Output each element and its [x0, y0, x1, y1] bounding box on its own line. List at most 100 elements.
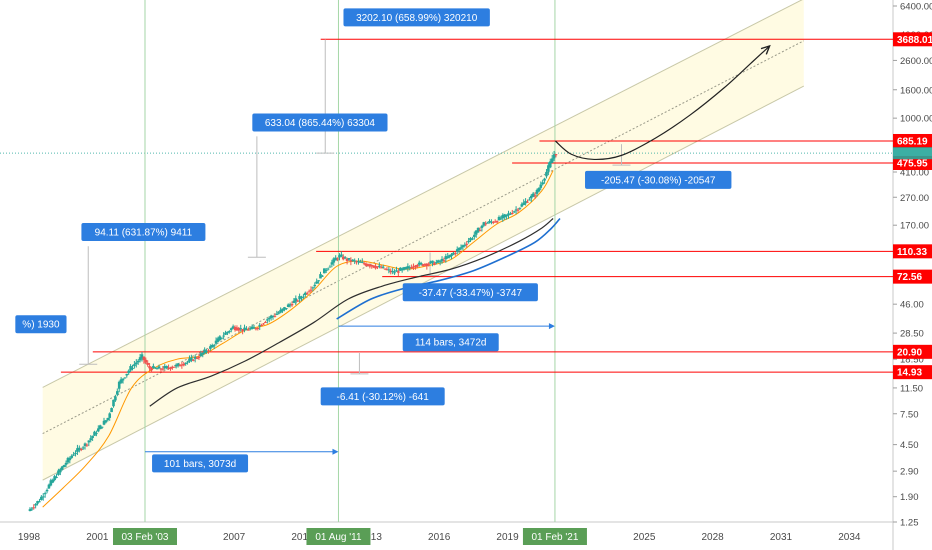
measure-label: -6.41 (-30.12%) -641 [337, 392, 430, 403]
candle-body [497, 216, 501, 221]
candle-body [134, 362, 138, 365]
candle-body [41, 496, 45, 498]
candle-body [528, 199, 531, 201]
candle-body [292, 300, 296, 303]
candle-body [64, 462, 68, 465]
candle-body [427, 263, 431, 265]
candle-body [484, 223, 488, 225]
candle-body [520, 204, 524, 207]
candle-body [142, 356, 146, 361]
candle-body [193, 356, 197, 359]
candle-body [87, 440, 91, 443]
candle-body [507, 213, 510, 216]
candle-body [298, 296, 301, 300]
candle-body [228, 331, 231, 333]
candle-body [463, 244, 467, 246]
candle-body [216, 338, 220, 342]
y-tick-label: 1000.00 [900, 114, 932, 125]
candle-body [326, 268, 330, 270]
candle-body [381, 266, 385, 268]
candle-body [406, 266, 410, 269]
candle-body [269, 316, 273, 318]
measure-label: 101 bars, 3073d [164, 459, 236, 470]
candle-body [119, 379, 123, 383]
vertical-date-lines [144, 0, 556, 522]
candle-body [480, 225, 484, 228]
candle-body [353, 260, 356, 262]
candle-body [186, 361, 189, 363]
date-label: 01 Feb '21 [531, 532, 578, 543]
candle-body [524, 201, 527, 204]
candle-body [446, 256, 450, 259]
regression-channel [42, 0, 805, 481]
candle-body [237, 328, 241, 331]
candle-body [262, 323, 265, 325]
candle-body [45, 489, 49, 492]
candle-body [157, 366, 161, 369]
date-label: 03 Feb '03 [122, 532, 169, 543]
candle-body [136, 360, 140, 363]
candle-body [442, 260, 446, 262]
candlesticks [28, 150, 558, 512]
candle-body [62, 465, 66, 468]
candle-body [450, 254, 453, 257]
candle-body [199, 353, 203, 357]
candle-body [490, 221, 493, 223]
candle-body [250, 326, 254, 330]
candle-body [212, 345, 216, 347]
candle-body [522, 202, 525, 205]
candle-body [408, 267, 412, 269]
measure-label: -205.47 (-30.08%) -20547 [601, 175, 716, 186]
candle-body [518, 207, 522, 209]
price-label-box [893, 269, 932, 284]
candle-body [184, 363, 187, 365]
y-tick-label: 2.90 [900, 467, 919, 478]
candle-body [391, 271, 394, 273]
candle-body [210, 345, 214, 348]
candle-body [412, 266, 415, 268]
candle-body [106, 417, 110, 421]
candle-body [389, 270, 393, 273]
price-label-box [893, 344, 932, 359]
x-tick-label: 2034 [838, 532, 861, 543]
candle-body [533, 195, 537, 197]
candle-body [247, 329, 250, 331]
candle-body [545, 171, 548, 177]
projection-arrowhead [760, 44, 771, 55]
candle-body [97, 428, 100, 432]
candle-body [245, 329, 248, 331]
candle-body [131, 367, 134, 369]
candle-body [176, 363, 180, 367]
candle-body [547, 165, 550, 172]
candle-body [28, 509, 32, 511]
candle-body [341, 256, 345, 260]
candle-body [60, 466, 64, 470]
candle-body [102, 420, 106, 425]
candle-body [76, 448, 79, 452]
annotations: 3202.10 (658.99%) 320210 633.04 (865.44%)… [15, 8, 732, 473]
candle-body [340, 254, 343, 257]
measure-label-box [15, 315, 67, 334]
candle-body [349, 260, 353, 262]
candle-body [425, 263, 429, 267]
candle-body [104, 420, 108, 423]
candle-body [374, 265, 377, 269]
candle-body [393, 272, 396, 274]
candle-body [438, 261, 442, 263]
candle-body [469, 238, 472, 241]
candle-body [146, 362, 149, 365]
candle-body [123, 377, 127, 379]
candle-body [429, 261, 432, 264]
candle-body [197, 356, 201, 358]
candle-body [304, 292, 307, 295]
candle-body [34, 504, 37, 506]
candle-body [402, 267, 406, 270]
candle-body [554, 154, 558, 156]
candle-body [328, 266, 332, 268]
candle-body [324, 270, 328, 272]
candle-body [478, 230, 482, 232]
candle-body [133, 364, 136, 367]
candle-body [421, 264, 425, 266]
candle-body [516, 209, 520, 211]
